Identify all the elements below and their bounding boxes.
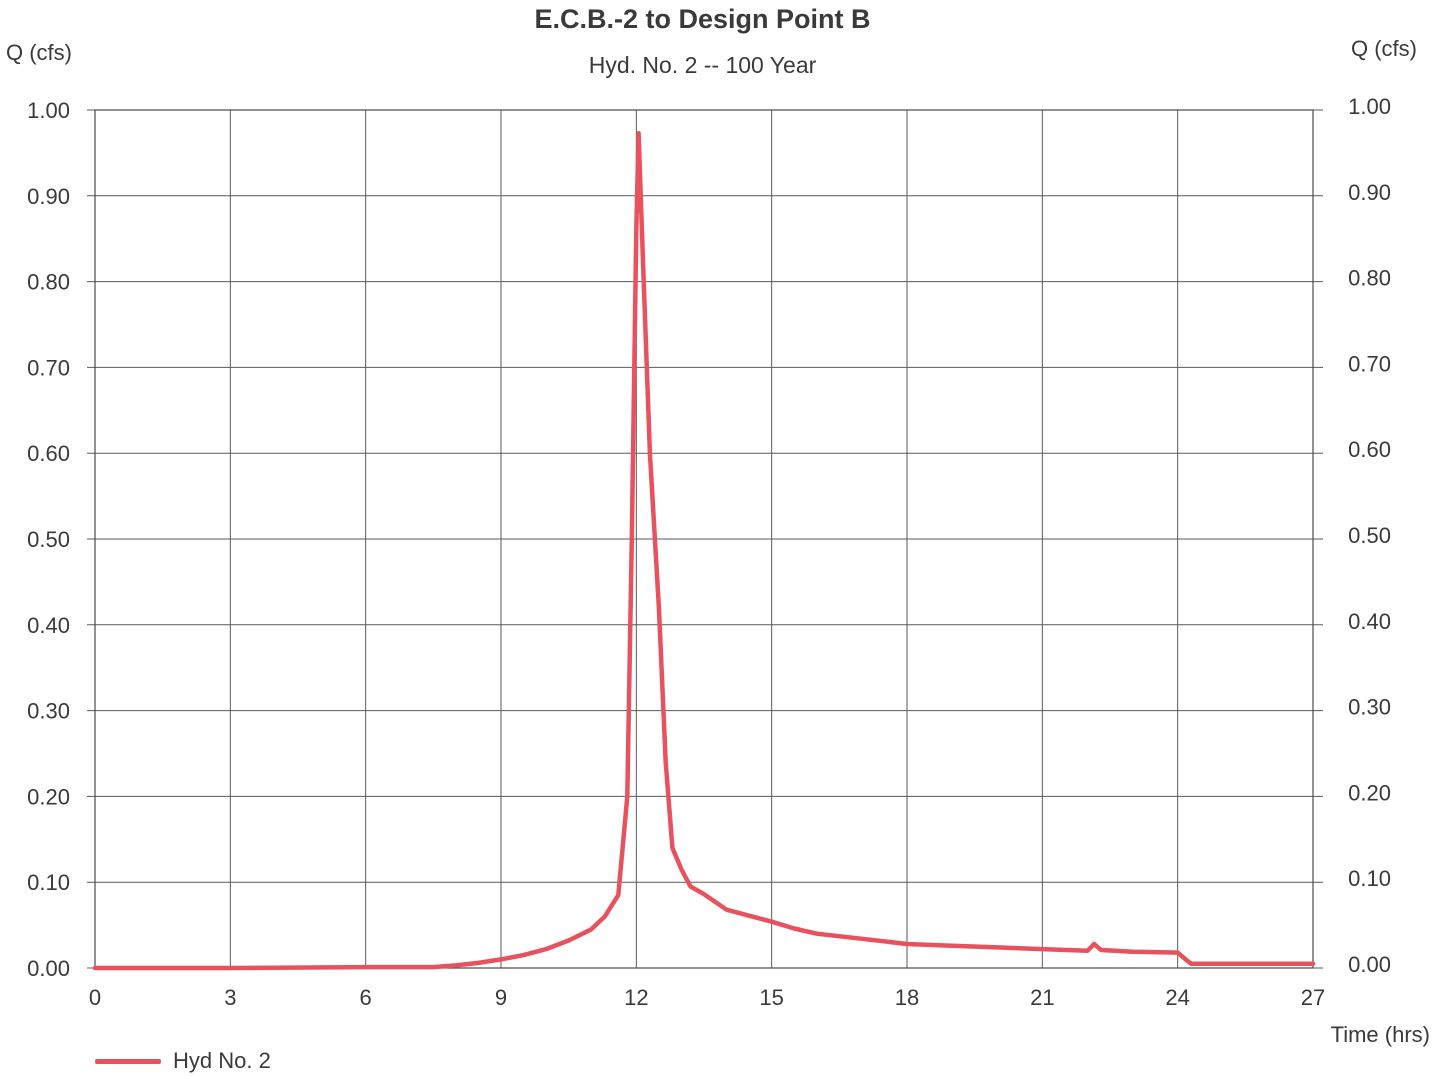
y-tick-label-left: 0.70 xyxy=(27,355,70,380)
x-tick-label: 18 xyxy=(895,985,919,1010)
x-axis-label: Time (hrs) xyxy=(1330,1022,1430,1047)
y-tick-label-right: 0.50 xyxy=(1348,523,1391,548)
y-tick-label-left: 0.10 xyxy=(27,870,70,895)
series-line-hyd-no-2 xyxy=(92,130,1316,971)
y-tick-label-left: 0.60 xyxy=(27,441,70,466)
y-tick-label-right: 0.80 xyxy=(1348,266,1391,291)
legend-label: Hyd No. 2 xyxy=(173,1048,271,1073)
x-tick-label: 15 xyxy=(759,985,783,1010)
y-tick-label-right: 0.70 xyxy=(1348,351,1391,376)
y-tick-label-left: 0.90 xyxy=(27,184,70,209)
y-tick-label-right: 0.40 xyxy=(1348,609,1391,634)
y-tick-label-left: 0.30 xyxy=(27,699,70,724)
y-tick-label-right: 0.00 xyxy=(1348,952,1391,977)
y-tick-label-right: 0.90 xyxy=(1348,180,1391,205)
x-tick-label: 12 xyxy=(624,985,648,1010)
y-tick-label-right: 0.30 xyxy=(1348,695,1391,720)
y-axis-label-left: Q (cfs) xyxy=(6,40,72,65)
legend: Hyd No. 2 xyxy=(95,1046,271,1076)
x-tick-label: 9 xyxy=(495,985,507,1010)
x-tick-label: 27 xyxy=(1301,985,1325,1010)
y-tick-label-left: 0.50 xyxy=(27,527,70,552)
x-tick-label: 21 xyxy=(1030,985,1054,1010)
x-tick-label: 24 xyxy=(1165,985,1189,1010)
y-tick-label-left: 0.40 xyxy=(27,613,70,638)
chart-title: E.C.B.-2 to Design Point B xyxy=(534,4,871,34)
y-tick-label-right: 0.10 xyxy=(1348,866,1391,891)
y-tick-label-right: 1.00 xyxy=(1348,94,1391,119)
y-tick-label-right: 0.20 xyxy=(1348,780,1391,805)
chart-subtitle: Hyd. No. 2 -- 100 Year xyxy=(588,52,817,78)
plot-frame xyxy=(94,109,1314,969)
y-axis-label-right: Q (cfs) xyxy=(1351,36,1417,61)
x-tick-label: 0 xyxy=(89,985,101,1010)
y-tick-label-left: 0.20 xyxy=(27,784,70,809)
x-tick-label: 6 xyxy=(360,985,372,1010)
y-tick-label-right: 0.60 xyxy=(1348,437,1391,462)
legend-swatch xyxy=(95,1058,161,1064)
y-tick-label-left: 1.00 xyxy=(27,98,70,123)
x-tick-label: 3 xyxy=(224,985,236,1010)
y-tick-label-left: 0.00 xyxy=(27,956,70,981)
y-tick-label-left: 0.80 xyxy=(27,270,70,295)
